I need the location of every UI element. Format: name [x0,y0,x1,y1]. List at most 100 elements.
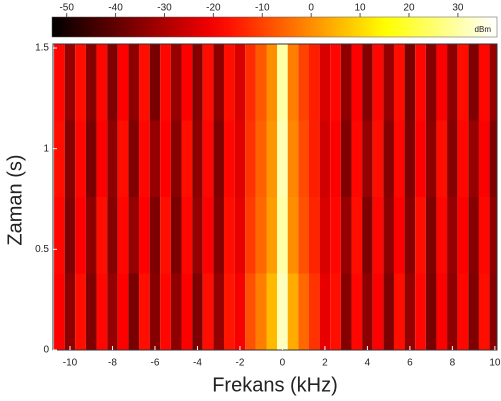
heatmap-cell [255,44,267,121]
heatmap-cell [478,273,490,350]
heatmap-cell [468,197,479,274]
y-axis-label: Zaman (s) [4,154,26,245]
heatmap [54,44,497,350]
heatmap-cell [478,120,490,197]
heatmap-cell [128,44,140,121]
heatmap-cell [457,273,469,350]
heatmap-cell [224,44,235,121]
heatmap-cell [277,120,288,197]
heatmap-cell [139,273,150,350]
heatmap-cell [170,120,182,197]
heatmap-cell [436,120,448,197]
colorbar-tick-label: 10 [355,3,367,14]
heatmap-cell [372,44,384,121]
heatmap-cell [489,197,497,274]
heatmap-cell [457,197,469,274]
heatmap-cell [351,44,363,121]
heatmap-cell [255,273,267,350]
heatmap-cell [319,197,331,274]
x-tick-label: 10 [489,358,501,369]
heatmap-cell [75,44,86,121]
x-tick-label: -4 [193,358,202,369]
heatmap-cell [330,197,341,274]
x-tick-label: -10 [63,358,78,369]
heatmap-cell [149,44,161,121]
heatmap-cell [224,120,235,197]
heatmap-cell [362,44,373,121]
heatmap-cell [298,197,309,274]
heatmap-cell [383,273,394,350]
heatmap-cell [319,44,331,121]
colorbar-label: dBm [475,25,492,34]
heatmap-cell [330,120,341,197]
heatmap-cell [85,120,97,197]
heatmap-cell [192,120,203,197]
heatmap-cell [383,120,394,197]
heatmap-cell [372,273,384,350]
heatmap-cell [255,120,267,197]
heatmap-cell [425,44,437,121]
y-tick-label: 0.5 [35,244,49,255]
heatmap-cell [181,120,193,197]
heatmap-cell [404,44,416,121]
heatmap-cell [298,44,309,121]
heatmap-cell [181,44,193,121]
heatmap-cell [170,197,182,274]
heatmap-cell [340,120,352,197]
heatmap-cell [393,44,405,121]
heatmap-cell [468,44,479,121]
heatmap-cell [128,273,140,350]
heatmap-cell [351,197,363,274]
heatmap-cell [404,120,416,197]
heatmap-cell [213,273,225,350]
heatmap-cell [64,120,76,197]
heatmap-cell [192,197,203,274]
heatmap-cell [266,44,278,121]
heatmap-cell [234,120,246,197]
heatmap-cell [266,197,278,274]
heatmap-cell [117,120,129,197]
heatmap-cell [436,273,448,350]
heatmap-cell [245,273,256,350]
heatmap-cell [489,273,497,350]
heatmap-cell [308,120,320,197]
heatmap-cell [85,273,97,350]
heatmap-cell [319,273,331,350]
heatmap-cell [160,197,171,274]
heatmap-cell [415,273,426,350]
colorbar-tick-label: -10 [255,3,270,14]
x-tick-label: 0 [280,358,286,369]
heatmap-cell [287,197,299,274]
heatmap-cell [266,120,278,197]
x-tick-label: -6 [151,358,160,369]
heatmap-cell [266,273,278,350]
heatmap-cell [192,273,203,350]
heatmap-cell [404,197,416,274]
heatmap-cell [149,273,161,350]
heatmap-cell [96,197,108,274]
heatmap-cell [54,120,65,197]
heatmap-cell [170,44,182,121]
heatmap-cell [160,44,171,121]
heatmap-cell [436,197,448,274]
heatmap-cell [383,44,394,121]
plot-frame [52,43,498,351]
heatmap-cell [287,44,299,121]
heatmap-cell [245,197,256,274]
heatmap-cell [160,273,171,350]
heatmap-cell [213,44,225,121]
heatmap-cell [447,44,458,121]
heatmap-cell [447,273,458,350]
heatmap-cell [330,44,341,121]
x-tick-label: 8 [450,358,456,369]
colorbar-tick-label: -30 [157,3,172,14]
y-tick-label: 1.5 [35,43,49,54]
heatmap-cell [393,273,405,350]
heatmap-cell [277,197,288,274]
heatmap-cell [160,120,171,197]
heatmap-cell [107,44,118,121]
heatmap-cell [372,197,384,274]
heatmap-cell [64,197,76,274]
heatmap-cell [170,273,182,350]
